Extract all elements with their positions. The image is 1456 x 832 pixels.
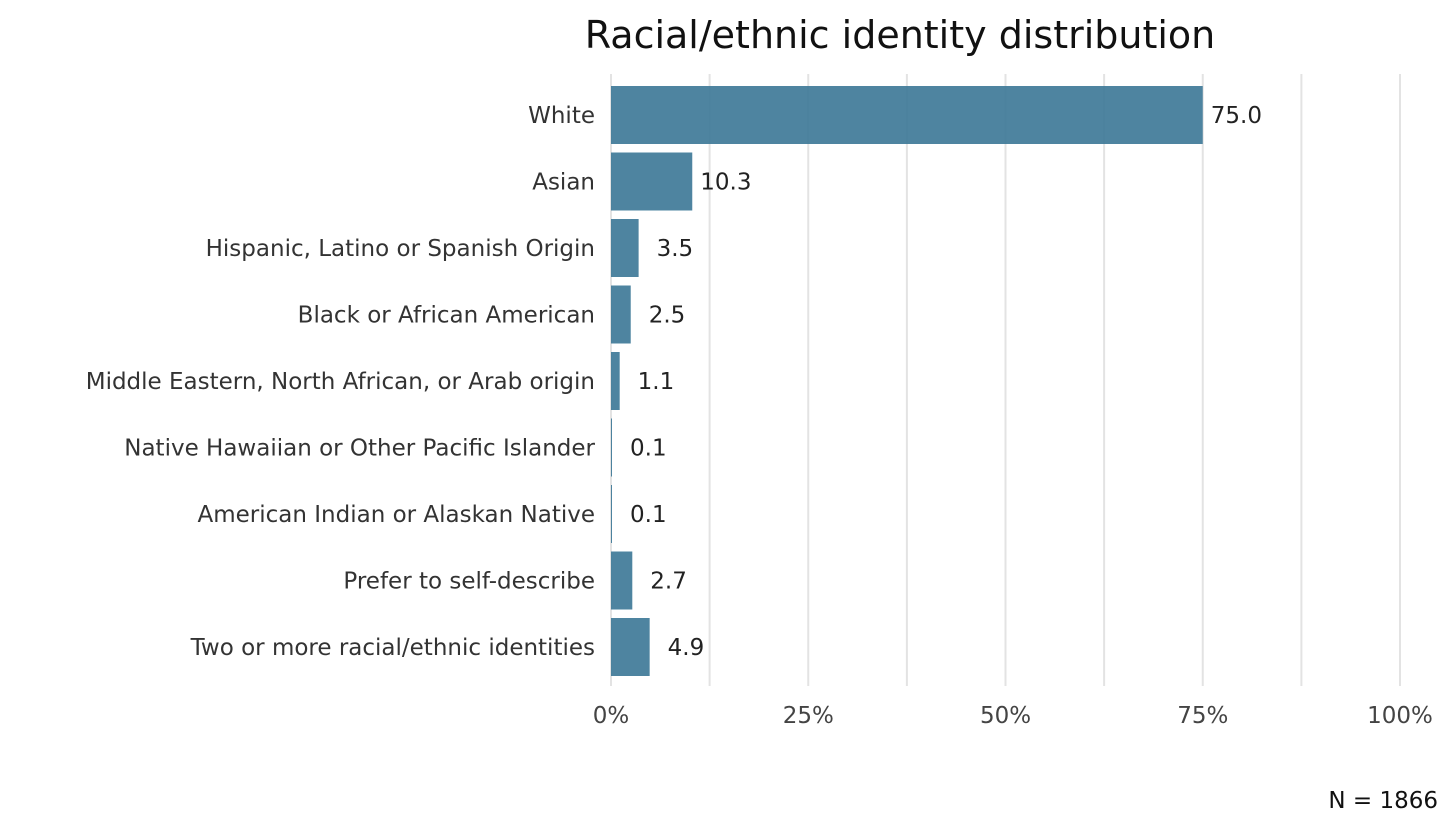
value-label-3: 2.5 bbox=[649, 303, 686, 329]
gridlines bbox=[610, 74, 1401, 686]
category-label-2: Hispanic, Latino or Spanish Origin bbox=[206, 236, 595, 262]
bar-1 bbox=[611, 152, 693, 211]
x-tick-label-0: 0% bbox=[593, 703, 630, 729]
x-tick-label-3: 75% bbox=[1177, 703, 1228, 729]
x-tick-label-1: 25% bbox=[783, 703, 834, 729]
sample-size-note: N = 1866 bbox=[1328, 788, 1438, 814]
bar-5 bbox=[611, 418, 612, 477]
x-axis-tick-labels: 0% 25% 50% 75% 100% bbox=[593, 703, 1433, 729]
category-label-4: Middle Eastern, North African, or Arab o… bbox=[86, 369, 595, 395]
category-labels: White Asian Hispanic, Latino or Spanish Or… bbox=[86, 103, 596, 661]
bar-6 bbox=[611, 485, 612, 543]
value-label-6: 0.1 bbox=[630, 502, 667, 528]
value-label-5: 0.1 bbox=[630, 436, 667, 462]
chart-title: Racial/ethnic identity distribution bbox=[585, 13, 1216, 57]
x-tick-label-2: 50% bbox=[980, 703, 1031, 729]
value-label-4: 1.1 bbox=[638, 369, 675, 395]
category-label-1: Asian bbox=[532, 170, 595, 196]
x-tick-label-4: 100% bbox=[1367, 703, 1433, 729]
value-label-7: 2.7 bbox=[650, 569, 687, 595]
bar-2 bbox=[611, 219, 639, 277]
value-label-1: 10.3 bbox=[700, 170, 751, 196]
bar-7 bbox=[611, 551, 633, 610]
bar-3 bbox=[611, 285, 631, 344]
value-labels: 75.0 10.3 3.5 2.5 1.1 0.1 0.1 2.7 4.9 bbox=[630, 103, 1262, 661]
bar-8 bbox=[611, 618, 650, 676]
value-label-8: 4.9 bbox=[668, 635, 705, 661]
bars bbox=[611, 86, 1203, 676]
category-label-7: Prefer to self-describe bbox=[343, 569, 595, 595]
bar-0 bbox=[611, 86, 1203, 144]
category-label-8: Two or more racial/ethnic identities bbox=[190, 635, 595, 661]
category-label-3: Black or African American bbox=[298, 303, 595, 329]
value-label-0: 75.0 bbox=[1211, 103, 1262, 129]
category-label-0: White bbox=[528, 103, 595, 129]
value-label-2: 3.5 bbox=[657, 236, 694, 262]
category-label-5: Native Hawaiian or Other Pacific Islande… bbox=[124, 436, 595, 462]
category-label-6: American Indian or Alaskan Native bbox=[197, 502, 595, 528]
bar-4 bbox=[611, 352, 620, 410]
